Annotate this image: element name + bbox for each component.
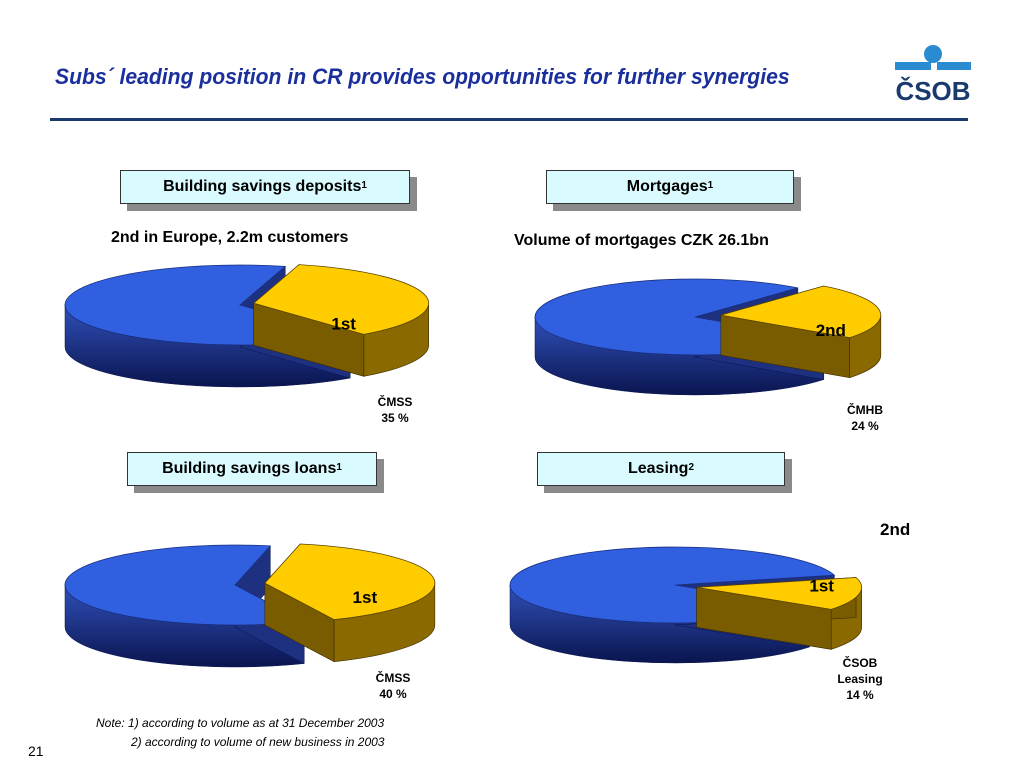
page-number: 21 — [28, 743, 44, 759]
mortgages-box-label: Mortgages — [626, 178, 708, 195]
mortgages-share: 24 % — [851, 419, 879, 433]
leasing-box-label: Leasing — [627, 460, 689, 477]
leasing-pie-label: ČSOB Leasing 14 % — [820, 655, 900, 703]
panel-mortgages-header: Mortgages 1 — [546, 170, 801, 211]
leasing-subtitle: 2nd — [880, 520, 911, 539]
loans-pie-label: ČMSS 40 % — [358, 670, 428, 702]
mortgages-company: ČMHB — [847, 403, 883, 417]
loans-box-label: Building savings loans — [162, 460, 337, 477]
panel-leasing-header: Leasing 2 — [537, 452, 792, 493]
rank-label: 1st — [331, 314, 356, 333]
loans-box-sup: 1 — [336, 461, 342, 473]
panel-deposits-header: Building savings deposits 1 — [120, 170, 417, 211]
loans-share: 40 % — [379, 687, 407, 701]
mortgages-subtitle: Volume of mortgages CZK 26.1bn — [514, 232, 769, 249]
leasing-box-sup: 2 — [688, 461, 695, 473]
deposits-pie: 1st — [64, 263, 430, 388]
mortgages-pie: 2nd — [534, 278, 882, 396]
rank-label: 1st — [809, 576, 834, 595]
mortgages-pie-label: ČMHB 24 % — [830, 402, 900, 434]
deposits-box-label: Building savings deposits — [163, 178, 362, 195]
title-rule — [50, 118, 968, 121]
loans-company: ČMSS — [375, 671, 411, 685]
logo-bar-left — [895, 62, 931, 70]
csob-logo: ČSOB — [895, 45, 971, 106]
deposits-company: ČMSS — [377, 395, 413, 409]
footnote-line-2: 2) according to volume of new business i… — [131, 735, 385, 749]
footnote-line-1: Note: 1) according to volume as at 31 De… — [96, 716, 385, 730]
highlight-slice-top — [252, 264, 430, 335]
logo-bar-right — [937, 62, 971, 70]
deposits-subtitle: 2nd in Europe, 2.2m customers — [111, 229, 349, 246]
rank-label: 2nd — [816, 321, 846, 340]
loans-pie: 1st — [64, 543, 436, 668]
logo-text: ČSOB — [895, 76, 970, 106]
footnote: Note: 1) according to volume as at 31 De… — [96, 714, 384, 752]
logo-dot — [924, 45, 942, 63]
highlight-slice-top — [720, 285, 882, 339]
highlight-slice-top — [696, 577, 863, 610]
rank-label: 1st — [353, 588, 378, 607]
mortgages-box-sup: 1 — [707, 179, 714, 191]
other-slice-top — [64, 544, 306, 626]
slide-title: Subs´ leading position in CR provides op… — [55, 64, 790, 89]
leasing-company2: Leasing — [837, 672, 883, 686]
deposits-pie-label: ČMSS 35 % — [360, 394, 430, 426]
leasing-pie: 1st — [509, 546, 863, 664]
panel-loans-header: Building savings loans 1 — [127, 452, 384, 493]
highlight-slice-top — [264, 543, 436, 621]
leasing-share: 14 % — [846, 688, 874, 702]
leasing-company: ČSOB — [842, 656, 878, 670]
deposits-share: 35 % — [381, 411, 409, 425]
deposits-box-sup: 1 — [361, 179, 367, 191]
